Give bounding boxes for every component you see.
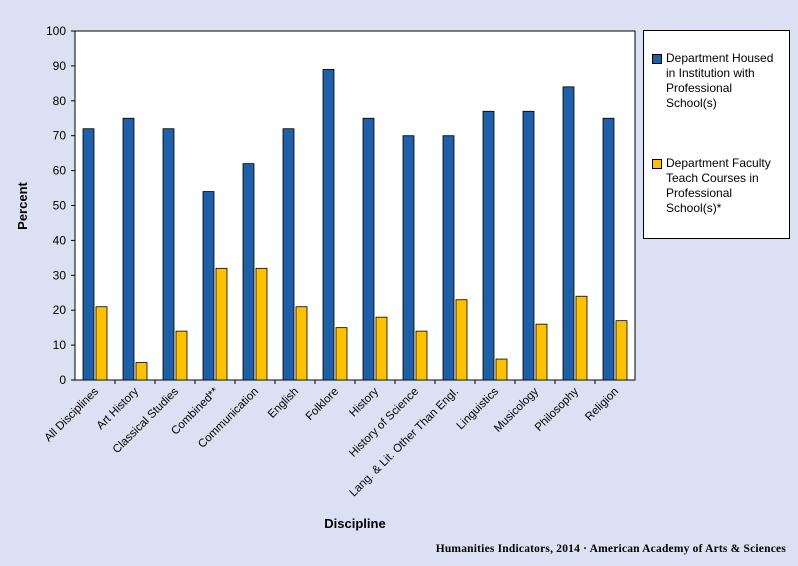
bar-series-1 (162, 128, 175, 381)
y-tick-label: 60 (53, 164, 67, 178)
x-tick-label: Philosophy (533, 385, 581, 433)
source-credit: Humanities Indicators, 2014 · American A… (435, 543, 786, 555)
y-tick-label: 10 (53, 338, 67, 352)
bar-series-2 (215, 267, 228, 381)
bar-series-2 (335, 327, 348, 381)
bar-series-2 (375, 316, 388, 381)
legend-item-series-1: Department Housed in Institution with Pr… (652, 51, 787, 111)
bar-series-2 (575, 295, 588, 381)
bar-series-2 (95, 306, 108, 381)
y-tick-label: 100 (46, 24, 66, 38)
bar-series-1 (242, 163, 255, 381)
legend-item-series-2: Department Faculty Teach Courses in Prof… (652, 156, 787, 216)
legend: Department Housed in Institution with Pr… (643, 30, 790, 239)
y-tick-label: 90 (53, 59, 67, 73)
y-tick-label: 80 (53, 94, 67, 108)
x-tick-label: History (347, 385, 381, 419)
x-tick-label: Folklore (304, 386, 341, 423)
bar-series-1 (282, 128, 295, 381)
bar-series-2 (175, 330, 188, 381)
plot-area (74, 30, 636, 381)
bar-series-1 (122, 117, 135, 381)
legend-label-line: Professional (666, 81, 733, 95)
legend-label-series-1: Department Housed in Institution with Pr… (652, 51, 787, 111)
bar-series-1 (82, 128, 95, 381)
y-axis-title: Percent (15, 181, 30, 229)
y-tick-label: 40 (53, 233, 67, 247)
y-tick-label: 0 (59, 373, 66, 387)
x-tick-label: All Disciplines (42, 385, 101, 444)
bar-series-2 (415, 330, 428, 381)
legend-label-line: in Institution with (666, 66, 755, 80)
bar-series-2 (295, 306, 308, 381)
x-tick-label: Religion (583, 386, 621, 424)
legend-swatch-series-1 (652, 54, 662, 64)
bar-series-2 (135, 362, 148, 381)
legend-label-line: Department Faculty (666, 156, 771, 170)
x-tick-label: English (266, 386, 301, 421)
legend-label-series-2: Department Faculty Teach Courses in Prof… (652, 156, 787, 216)
bar-series-2 (255, 267, 268, 381)
bar-series-1 (562, 86, 575, 381)
bar-series-1 (202, 191, 215, 381)
legend-label-line: School(s) (666, 96, 717, 110)
x-axis-title: Discipline (324, 516, 385, 531)
bar-series-1 (602, 117, 615, 381)
y-tick-label: 30 (53, 268, 67, 282)
y-tick-label: 50 (53, 199, 67, 213)
legend-label-line: Department Housed (666, 51, 774, 65)
bar-series-1 (322, 68, 335, 381)
legend-swatch-series-2 (652, 159, 662, 169)
bar-series-2 (495, 358, 508, 381)
y-tick-label: 70 (53, 129, 67, 143)
legend-label-line: Teach Courses in (666, 171, 759, 185)
bar-series-1 (522, 110, 535, 381)
bar-series-1 (442, 135, 455, 381)
legend-label-line: Professional (666, 186, 733, 200)
bar-series-2 (535, 323, 548, 381)
bar-series-1 (362, 117, 375, 381)
y-tick-label: 20 (53, 303, 67, 317)
bar-series-2 (615, 320, 628, 381)
bar-series-1 (482, 110, 495, 381)
bar-series-2 (455, 299, 468, 381)
x-tick-label: History of Science (347, 386, 421, 460)
bar-series-1 (402, 135, 415, 381)
legend-label-line: School(s)* (666, 201, 722, 215)
